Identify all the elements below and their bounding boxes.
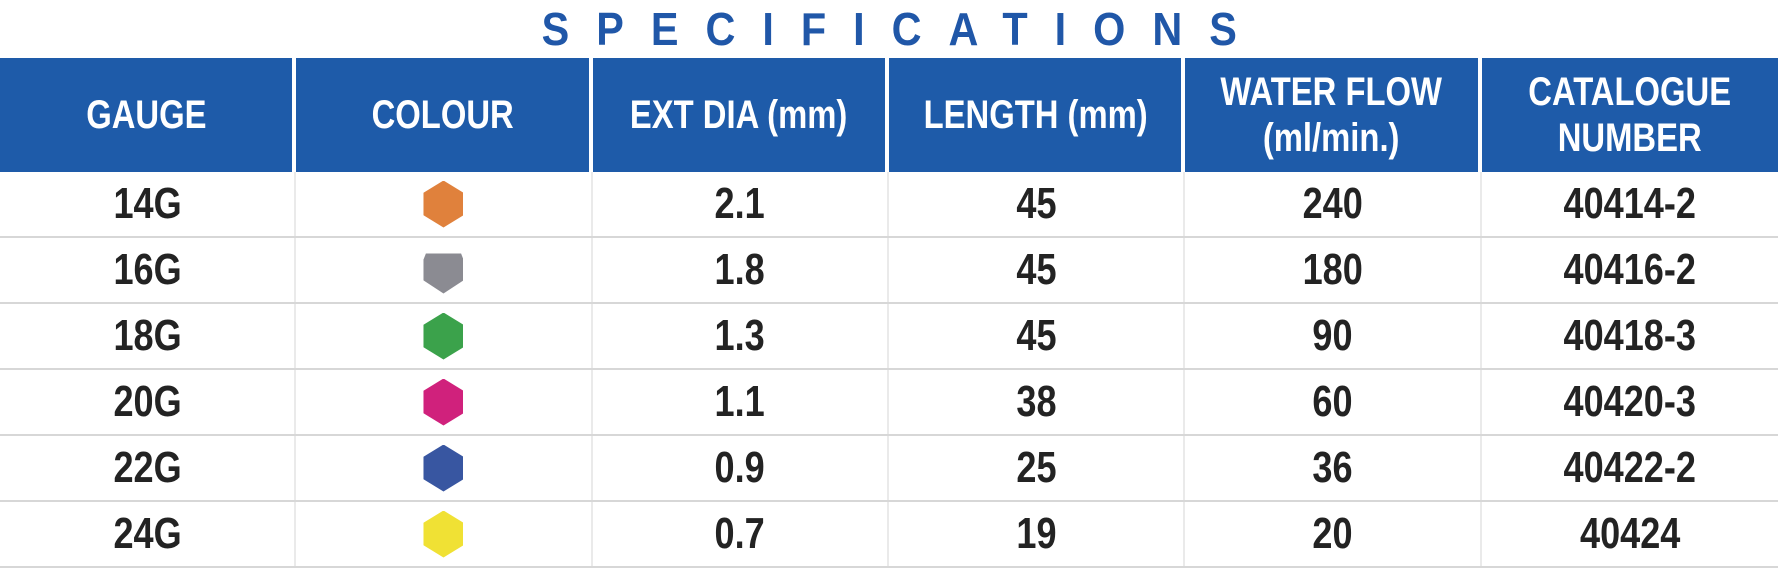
cell-value: 0.9 (714, 443, 765, 492)
cell-value: 40424 (1579, 509, 1680, 558)
table-row: 16G 1.8 45 180 40416-2 (0, 238, 1778, 304)
table-row: 24G 0.7 19 20 40424 (0, 502, 1778, 568)
page-title: SPECIFICATIONS (541, 3, 1264, 55)
cell-water_flow: 90 (1185, 304, 1482, 368)
table-body: 14G 2.1 45 240 40414-2 16G 1.8 45 180 40416-2 18G 1… (0, 172, 1778, 568)
table-header-row: GAUGE COLOUR EXT DIA (mm) LENGTH (mm) WATER … (0, 58, 1778, 172)
specifications-table: GAUGE COLOUR EXT DIA (mm) LENGTH (mm) WATER … (0, 58, 1778, 568)
cell-water_flow: 20 (1185, 502, 1482, 566)
cell-ext_dia: 2.1 (593, 172, 889, 236)
cell-water_flow: 36 (1185, 436, 1482, 500)
cell-water_flow: 180 (1185, 238, 1482, 302)
cell-value: 36 (1312, 443, 1353, 492)
cell-value: 2.1 (714, 179, 765, 228)
cell-value: 22G (113, 443, 182, 492)
cell-length: 25 (889, 436, 1186, 500)
column-header-catalogue: CATALOGUE NUMBER (1481, 58, 1778, 172)
cell-value: 45 (1016, 245, 1057, 294)
cell-value: 90 (1312, 311, 1353, 360)
column-header-label: LENGTH (mm) (923, 93, 1148, 137)
cell-length: 45 (889, 304, 1186, 368)
table-row: 22G 0.9 25 36 40422-2 (0, 436, 1778, 502)
cell-catalogue: 40422-2 (1482, 436, 1778, 500)
cell-colour (296, 370, 593, 434)
cell-value: 16G (113, 245, 182, 294)
cell-length: 45 (889, 238, 1186, 302)
cell-catalogue: 40418-3 (1482, 304, 1778, 368)
cell-gauge: 20G (0, 370, 297, 434)
cell-catalogue: 40414-2 (1482, 172, 1778, 236)
cell-length: 19 (889, 502, 1186, 566)
table-row: 20G 1.1 38 60 40420-3 (0, 370, 1778, 436)
cell-gauge: 22G (0, 436, 297, 500)
cell-catalogue: 40416-2 (1482, 238, 1778, 302)
cell-value: 40422-2 (1563, 443, 1697, 492)
cell-value: 240 (1302, 179, 1363, 228)
cell-gauge: 24G (0, 502, 297, 566)
cell-ext_dia: 1.3 (593, 304, 889, 368)
cell-length: 45 (889, 172, 1186, 236)
cell-value: 20 (1312, 509, 1353, 558)
cell-gauge: 14G (0, 172, 297, 236)
cell-gauge: 16G (0, 238, 297, 302)
cell-gauge: 18G (0, 304, 297, 368)
cell-colour (296, 172, 593, 236)
cell-value: 45 (1016, 179, 1057, 228)
blue-hexagon-icon (423, 444, 464, 492)
cell-water_flow: 240 (1185, 172, 1482, 236)
table-row: 18G 1.3 45 90 40418-3 (0, 304, 1778, 370)
column-header-label: EXT DIA (mm) (630, 93, 848, 137)
column-header-water_flow: WATER FLOW (ml/min.) (1185, 58, 1482, 172)
cell-value: 25 (1016, 443, 1057, 492)
cell-ext_dia: 0.9 (593, 436, 889, 500)
cell-value: 1.1 (714, 377, 765, 426)
cell-value: 40420-3 (1563, 377, 1697, 426)
green-hexagon-icon (423, 312, 464, 360)
pink-hexagon-icon (423, 378, 464, 426)
cell-colour (296, 502, 593, 566)
cell-catalogue: 40420-3 (1482, 370, 1778, 434)
cell-value: 60 (1312, 377, 1353, 426)
cell-value: 14G (113, 179, 182, 228)
orange-hexagon-icon (423, 180, 464, 228)
cell-water_flow: 60 (1185, 370, 1482, 434)
cell-catalogue: 40424 (1482, 502, 1778, 566)
cell-value: 1.8 (714, 245, 765, 294)
cell-length: 38 (889, 370, 1186, 434)
cell-colour (296, 436, 593, 500)
column-header-label: GAUGE (86, 93, 207, 137)
column-header-gauge: GAUGE (0, 58, 297, 172)
cell-colour (296, 238, 593, 302)
cell-value: 18G (113, 311, 182, 360)
column-header-length: LENGTH (mm) (889, 58, 1186, 172)
cell-value: 40414-2 (1563, 179, 1697, 228)
cell-value: 1.3 (714, 311, 765, 360)
grey-hexagon-icon (423, 253, 464, 294)
column-header-label: WATER FLOW (ml/min.) (1220, 70, 1443, 160)
cell-value: 45 (1016, 311, 1057, 360)
cell-value: 24G (113, 509, 182, 558)
cell-ext_dia: 1.1 (593, 370, 889, 434)
yellow-hexagon-icon (423, 510, 464, 558)
cell-value: 20G (113, 377, 182, 426)
cell-value: 0.7 (714, 509, 765, 558)
table-row: 14G 2.1 45 240 40414-2 (0, 172, 1778, 238)
cell-value: 19 (1016, 509, 1057, 558)
column-header-label: CATALOGUE NUMBER (1528, 70, 1732, 160)
cell-value: 40416-2 (1563, 245, 1697, 294)
cell-colour (296, 304, 593, 368)
title-bar: SPECIFICATIONS (0, 0, 1778, 58)
cell-value: 38 (1016, 377, 1057, 426)
cell-ext_dia: 0.7 (593, 502, 889, 566)
column-header-colour: COLOUR (296, 58, 593, 172)
cell-ext_dia: 1.8 (593, 238, 889, 302)
cell-value: 40418-3 (1563, 311, 1697, 360)
column-header-ext_dia: EXT DIA (mm) (592, 58, 889, 172)
cell-value: 180 (1302, 245, 1363, 294)
column-header-label: COLOUR (371, 93, 514, 137)
